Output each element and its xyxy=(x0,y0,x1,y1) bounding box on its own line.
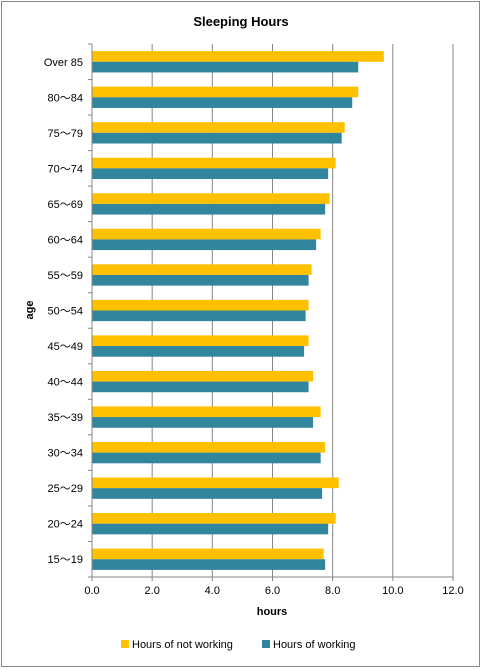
bar-not-working xyxy=(92,548,324,560)
bar-not-working xyxy=(92,406,321,418)
x-axis-label: hours xyxy=(257,606,288,618)
x-tick-label: 12.0 xyxy=(442,585,463,597)
legend-swatch-working xyxy=(262,640,270,648)
bar-working xyxy=(92,523,329,535)
bar-not-working xyxy=(92,513,336,524)
bar-not-working xyxy=(92,193,330,204)
y-tick-label: 35～39 xyxy=(48,412,83,424)
x-tick-labels: 0.0 2.0 4.0 6.0 8.0 10.0 12.0 xyxy=(84,585,463,597)
bar-not-working xyxy=(92,264,312,275)
y-axis-label: age xyxy=(24,301,36,320)
legend: Hours of not working Hours of working xyxy=(121,639,356,651)
x-tick-label: 2.0 xyxy=(145,585,160,597)
bar-not-working xyxy=(92,370,314,382)
legend-label-working: Hours of working xyxy=(273,639,356,651)
bar-working xyxy=(92,168,329,180)
y-tick-label: 15～19 xyxy=(48,554,83,566)
y-tick-label: 40～44 xyxy=(48,377,83,389)
x-tick-label: 4.0 xyxy=(205,585,220,597)
legend-swatch-not-working xyxy=(121,640,129,648)
y-tick-label: 70～74 xyxy=(48,163,83,175)
bar-not-working xyxy=(92,228,321,240)
axes xyxy=(88,43,454,581)
bar-working xyxy=(92,61,359,73)
y-tick-label: 20～24 xyxy=(48,519,83,531)
bar-not-working xyxy=(92,441,326,453)
y-tick-label: Over 85 xyxy=(44,57,83,69)
bar-working xyxy=(92,203,326,215)
bar-not-working xyxy=(92,86,359,98)
x-tick-label: 6.0 xyxy=(265,585,280,597)
bar-working xyxy=(92,381,309,393)
y-tick-label: 45～49 xyxy=(48,341,83,353)
y-tick-label: 50～54 xyxy=(48,306,83,318)
x-tick-label: 8.0 xyxy=(325,585,340,597)
y-tick-label: 25～29 xyxy=(48,483,83,495)
bar-working xyxy=(92,239,317,251)
bar-not-working xyxy=(92,157,336,169)
bar-working xyxy=(92,417,314,428)
y-tick-labels: Over 85 80～84 75～79 70～74 65～69 60～64 55～59 50～… xyxy=(44,57,83,566)
y-tick-label: 75～79 xyxy=(48,128,83,140)
y-tick-label: 55～59 xyxy=(48,270,83,282)
bar-not-working xyxy=(92,299,309,311)
bar-not-working xyxy=(92,477,339,489)
y-tick-label: 65～69 xyxy=(48,199,83,211)
x-tick-label: 0.0 xyxy=(84,585,99,597)
bar-not-working xyxy=(92,122,345,133)
x-tick-label: 10.0 xyxy=(382,585,403,597)
bar-not-working xyxy=(92,51,384,62)
bar-working xyxy=(92,310,306,322)
bar-working xyxy=(92,97,353,108)
y-tick-label: 80～84 xyxy=(48,92,83,104)
bars xyxy=(92,51,384,570)
bar-working xyxy=(92,274,309,286)
bar-not-working xyxy=(92,335,309,347)
legend-label-not-working: Hours of not working xyxy=(132,639,233,651)
y-tick-label: 60～64 xyxy=(48,234,83,246)
bar-working xyxy=(92,452,321,464)
bar-working xyxy=(92,488,323,499)
y-tick-label: 30～34 xyxy=(48,448,83,460)
chart-title: Sleeping Hours xyxy=(193,14,288,29)
bar-working xyxy=(92,132,342,144)
bar-working xyxy=(92,559,326,570)
bar-working xyxy=(92,346,305,357)
